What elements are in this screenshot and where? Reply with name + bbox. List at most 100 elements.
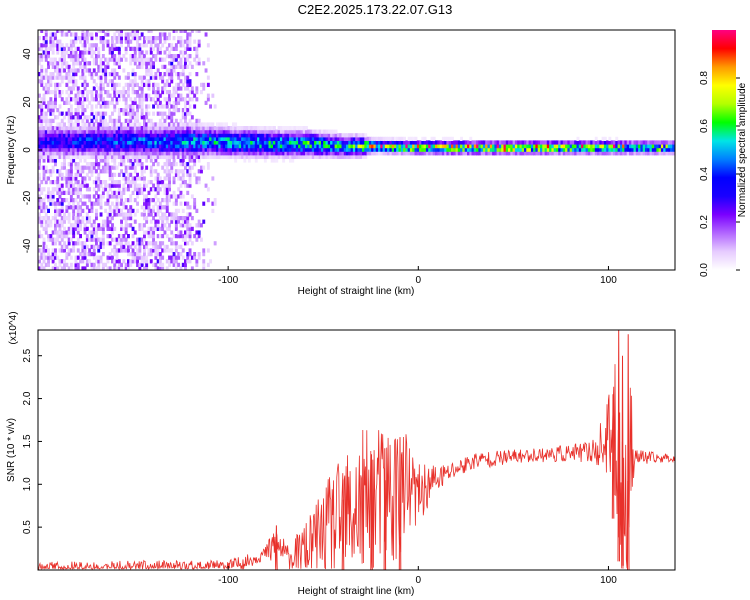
spectrogram-cell <box>517 147 521 152</box>
spectrogram-cell <box>195 97 199 102</box>
spectrogram-cell <box>163 64 167 69</box>
spectrogram-cell <box>47 219 50 224</box>
spectrogram-cell <box>286 136 290 141</box>
spectrogram-cell <box>106 259 110 264</box>
spectrogram-cell <box>69 133 73 138</box>
spectrogram-cell <box>85 162 89 167</box>
spectrogram-cell <box>225 151 228 156</box>
spectrogram-cell <box>567 140 571 145</box>
spectrogram-cell <box>38 136 41 141</box>
spectrogram-cell <box>268 129 272 134</box>
spectrogram-cell <box>658 147 662 152</box>
spectrogram-cell <box>286 154 290 159</box>
spectrogram-cell <box>65 198 69 203</box>
spectrogram-cell <box>101 86 105 91</box>
spectrogram-cell <box>56 190 60 195</box>
spectrogram-cell <box>79 234 82 239</box>
spectrogram-cell <box>626 144 630 149</box>
spectrogram-cell <box>136 133 139 138</box>
spectrogram-cell <box>295 154 299 159</box>
spectrogram-cell <box>136 208 139 213</box>
spectrogram-cell <box>355 136 359 141</box>
spectrogram-cell <box>44 212 48 217</box>
spectrogram-cell <box>106 122 110 127</box>
spectrogram-cell <box>352 133 356 138</box>
spectrogram-cell <box>149 212 153 217</box>
spectrogram-cell <box>154 151 158 156</box>
spectrogram-cell <box>336 136 340 141</box>
spectrogram-cell <box>42 118 46 123</box>
spectrogram-cell <box>599 151 603 156</box>
spectrogram-cell <box>154 187 158 192</box>
spectrogram-cell <box>400 136 404 141</box>
spectrogram-cell <box>158 226 162 231</box>
colorbar-tick-label: 0.4 <box>699 167 710 181</box>
spectrogram-cell <box>419 140 422 145</box>
spectrogram-cell <box>49 32 53 37</box>
spectrogram-cell <box>108 208 112 213</box>
spectrogram-cell <box>131 136 135 141</box>
spectrogram-cell <box>184 136 187 141</box>
spectrogram-cell <box>437 147 441 152</box>
colorbar-tick-label: 0.6 <box>699 119 710 133</box>
spectrogram-cell <box>60 111 64 116</box>
spectrogram-cell <box>138 140 142 145</box>
spectrogram-cell <box>635 151 639 156</box>
spectrogram-cell <box>95 234 98 239</box>
spectrogram-cell <box>188 61 192 66</box>
spectrogram-cell <box>97 194 101 199</box>
spectrogram-cell <box>487 140 491 145</box>
spectrogram-cell <box>92 154 96 159</box>
spectrogram-cell <box>455 140 459 145</box>
spectrogram-cell <box>204 154 208 159</box>
spectrogram-cell <box>97 93 101 98</box>
spectrogram-cell <box>147 226 151 231</box>
spectrogram-cell <box>60 176 64 181</box>
spectrogram-cell <box>69 226 73 231</box>
spectrogram-cell <box>373 144 377 149</box>
spectrogram-cell <box>72 61 76 66</box>
spectrogram-cell <box>243 129 247 134</box>
spectrogram-cell <box>40 136 44 141</box>
spectrogram-cell <box>122 108 126 113</box>
spectrogram-cell <box>145 144 149 149</box>
spectrogram-cell <box>638 140 641 145</box>
spectrogram-cell <box>92 223 96 228</box>
spectrogram-cell <box>97 129 101 134</box>
spectrogram-cell <box>117 201 121 206</box>
spectrogram-cell <box>67 162 71 167</box>
spectrogram-cell <box>220 140 224 145</box>
spectrogram-cell <box>174 90 178 95</box>
spectrogram-cell <box>389 144 393 149</box>
spectrogram-cell <box>170 255 174 260</box>
spectrogram-cell <box>473 140 477 145</box>
spectrogram-cell <box>97 111 101 116</box>
spectrogram-cell <box>154 133 158 138</box>
spectrogram-cell <box>90 230 94 235</box>
spectrogram-cell <box>152 39 155 44</box>
spectrogram-cell <box>108 176 112 181</box>
spectrogram-cell <box>184 97 187 102</box>
spectrogram-cell <box>81 43 85 48</box>
spectrogram-cell <box>437 151 441 156</box>
spectrogram-cell <box>163 129 167 134</box>
spectrogram-cell <box>156 50 160 55</box>
spectrogram-cell <box>184 104 187 109</box>
spectrogram-cell <box>444 140 448 145</box>
spectrogram-cell <box>578 147 582 152</box>
spectrogram-cell <box>85 262 89 267</box>
spectrogram-cell <box>113 165 117 170</box>
spectrogram-cell <box>133 72 137 77</box>
spectrogram-cell <box>462 147 466 152</box>
spectrogram-cell <box>120 248 123 253</box>
spectrogram-cell <box>152 64 155 69</box>
spectrogram-cell <box>113 93 117 98</box>
spectrogram-cell <box>113 151 117 156</box>
spectrogram-cell <box>234 158 238 163</box>
spectrogram-cell <box>149 129 153 134</box>
spectrogram-cell <box>117 136 121 141</box>
spectrogram-cell <box>380 151 384 156</box>
spectrogram-cell <box>318 151 322 156</box>
spectrogram-cell <box>186 259 190 264</box>
spectrogram-cell <box>143 183 146 188</box>
